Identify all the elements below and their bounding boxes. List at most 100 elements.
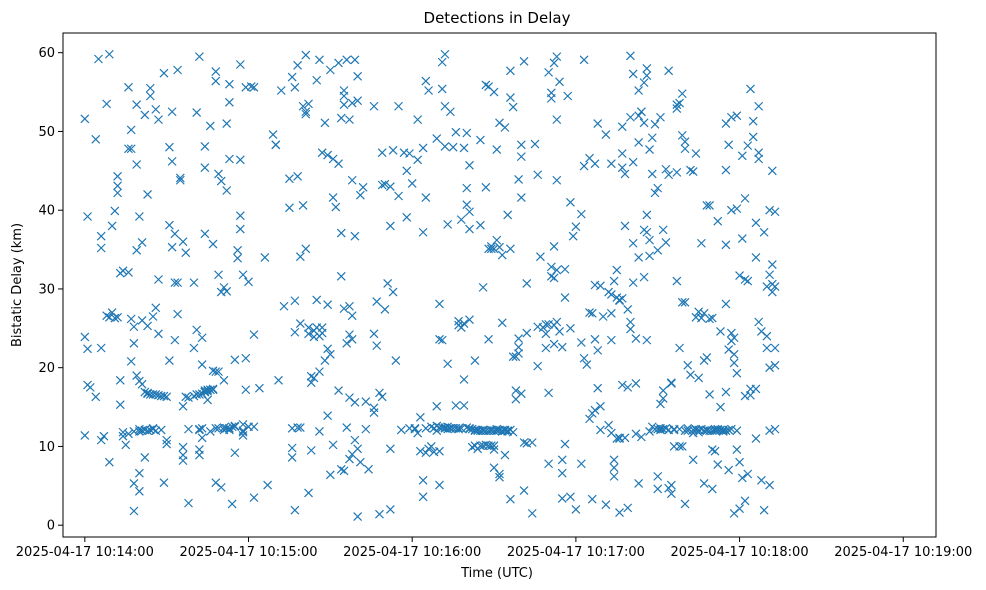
data-point xyxy=(617,149,627,158)
y-tick-label: 30 xyxy=(38,282,55,297)
data-point xyxy=(705,314,714,324)
data-point xyxy=(162,392,172,402)
data-point xyxy=(620,221,630,231)
data-point xyxy=(208,239,218,249)
data-point xyxy=(197,433,207,443)
data-point xyxy=(208,385,218,395)
data-point xyxy=(666,480,676,490)
data-point xyxy=(691,149,701,158)
data-point xyxy=(642,71,652,80)
data-point xyxy=(230,421,240,431)
data-point xyxy=(241,353,251,363)
data-point xyxy=(770,282,780,291)
data-point xyxy=(437,84,447,94)
x-tick-label: 2025-04-17 10:18:00 xyxy=(671,545,809,560)
data-point xyxy=(184,393,193,403)
data-point xyxy=(181,392,191,402)
data-point xyxy=(552,115,562,125)
data-point xyxy=(576,459,586,469)
data-point xyxy=(380,179,390,189)
data-point xyxy=(432,134,442,143)
data-point xyxy=(642,227,652,237)
data-point xyxy=(505,93,515,102)
data-point xyxy=(418,227,428,237)
data-point xyxy=(323,150,333,160)
y-tick-label: 0 xyxy=(47,519,55,534)
data-point xyxy=(639,78,649,88)
data-point xyxy=(743,141,753,151)
data-point xyxy=(623,503,633,513)
data-point xyxy=(345,454,354,464)
data-points xyxy=(80,49,780,521)
data-point xyxy=(197,423,207,433)
data-point xyxy=(653,471,663,481)
data-point xyxy=(121,440,131,450)
data-point xyxy=(535,252,545,262)
data-point xyxy=(194,424,204,434)
data-point xyxy=(115,375,125,385)
data-point xyxy=(375,388,384,398)
data-point xyxy=(385,182,395,191)
data-point xyxy=(437,335,447,345)
data-point xyxy=(143,426,152,436)
data-point xyxy=(642,335,652,345)
data-point xyxy=(336,113,346,123)
data-point xyxy=(271,140,281,150)
data-point xyxy=(224,154,234,164)
data-point xyxy=(134,486,144,496)
data-point xyxy=(568,231,578,241)
data-point xyxy=(224,97,234,107)
data-point xyxy=(164,142,174,152)
data-point xyxy=(702,353,712,362)
data-point xyxy=(339,466,349,476)
data-point xyxy=(290,296,300,306)
data-point xyxy=(129,506,139,516)
data-point xyxy=(555,327,564,336)
data-point xyxy=(489,244,499,254)
data-point xyxy=(194,390,204,399)
data-point xyxy=(345,330,354,340)
data-point xyxy=(527,508,537,518)
data-point xyxy=(579,55,589,65)
data-point xyxy=(631,429,641,439)
data-point xyxy=(585,308,594,317)
data-point xyxy=(566,197,575,207)
data-point xyxy=(339,304,349,314)
data-point xyxy=(626,324,635,334)
data-point xyxy=(124,82,133,92)
data-point xyxy=(413,155,423,165)
data-point xyxy=(203,395,213,405)
data-point xyxy=(377,148,387,158)
data-point xyxy=(405,149,414,158)
data-point xyxy=(380,304,390,314)
data-point xyxy=(677,442,687,451)
data-point xyxy=(754,101,764,111)
data-point xyxy=(590,405,600,415)
data-point xyxy=(634,138,644,147)
data-point xyxy=(732,204,742,214)
data-point xyxy=(91,134,101,144)
data-point xyxy=(726,424,736,434)
data-point xyxy=(113,188,122,198)
data-point xyxy=(301,107,311,117)
data-point xyxy=(724,425,734,435)
data-point xyxy=(560,264,570,274)
data-point xyxy=(94,54,103,64)
data-point xyxy=(454,316,464,326)
data-point xyxy=(617,122,627,132)
data-point xyxy=(249,493,259,503)
data-point xyxy=(492,424,502,434)
data-point xyxy=(705,201,714,210)
data-point xyxy=(435,299,444,309)
data-point xyxy=(617,293,627,303)
data-point xyxy=(716,327,725,336)
data-point xyxy=(478,282,488,292)
data-point xyxy=(189,343,199,353)
data-point xyxy=(609,463,619,473)
data-point xyxy=(617,163,627,173)
data-point xyxy=(765,270,775,280)
data-point xyxy=(519,438,529,447)
data-point xyxy=(623,304,633,314)
data-point xyxy=(593,383,603,393)
data-point xyxy=(372,341,382,351)
